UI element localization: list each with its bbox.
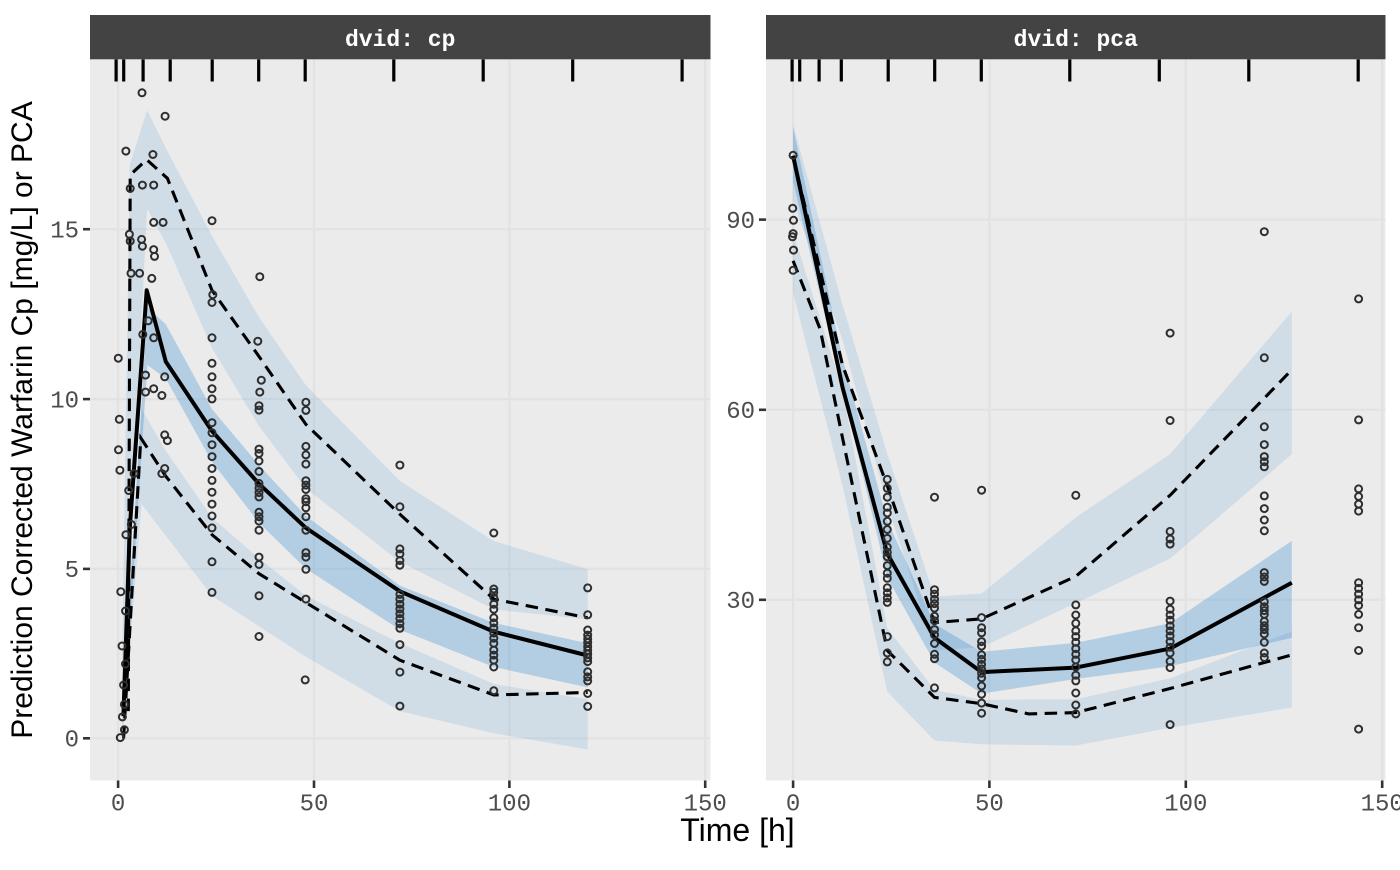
svg-text:60: 60 bbox=[726, 399, 755, 426]
svg-text:150: 150 bbox=[684, 792, 727, 819]
svg-text:15: 15 bbox=[50, 219, 79, 246]
svg-text:5: 5 bbox=[65, 558, 79, 585]
svg-text:50: 50 bbox=[300, 792, 329, 819]
svg-text:Time [h]: Time [h] bbox=[680, 812, 794, 848]
svg-text:0: 0 bbox=[111, 792, 125, 819]
svg-text:0: 0 bbox=[65, 728, 79, 755]
svg-text:dvid: pca: dvid: pca bbox=[1014, 27, 1138, 53]
svg-text:100: 100 bbox=[1164, 792, 1207, 819]
svg-text:30: 30 bbox=[726, 589, 755, 616]
svg-text:100: 100 bbox=[488, 792, 531, 819]
svg-text:90: 90 bbox=[726, 209, 755, 236]
svg-text:Prediction Corrected Warfarin: Prediction Corrected Warfarin Cp [mg/L] … bbox=[6, 101, 39, 738]
svg-text:10: 10 bbox=[50, 388, 79, 415]
svg-text:0: 0 bbox=[786, 792, 800, 819]
svg-text:50: 50 bbox=[975, 792, 1004, 819]
svg-text:150: 150 bbox=[1361, 792, 1400, 819]
svg-text:dvid: cp: dvid: cp bbox=[345, 27, 455, 53]
